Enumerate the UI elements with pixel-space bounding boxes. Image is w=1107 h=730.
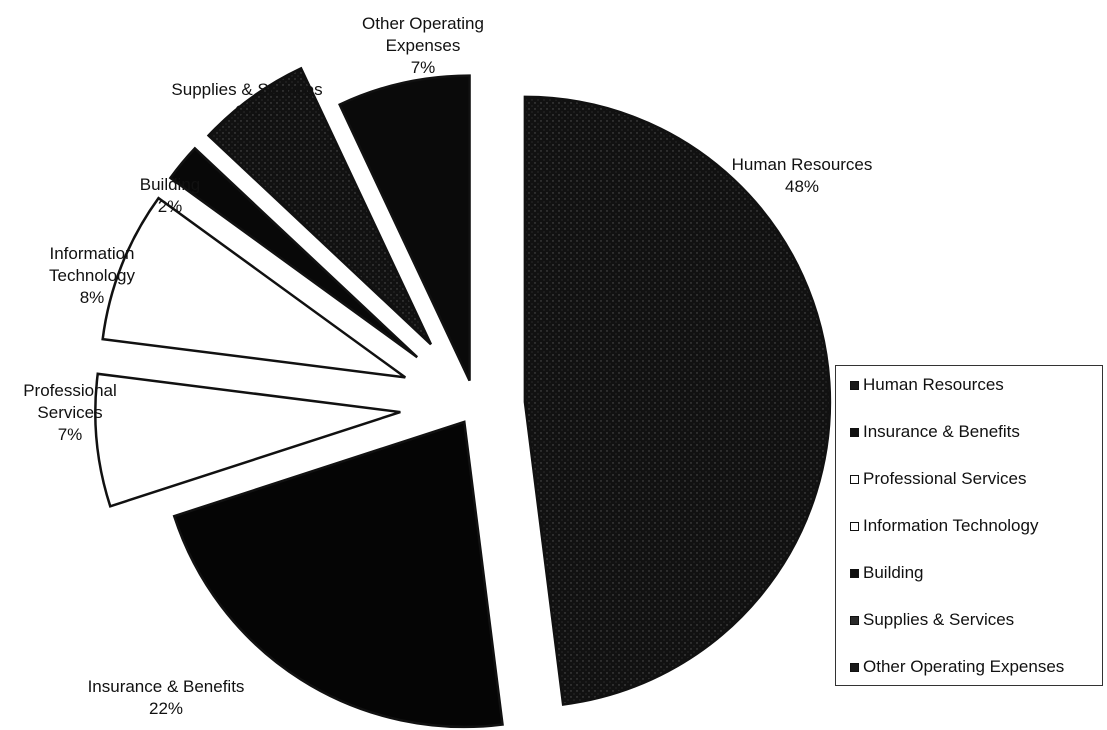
legend-label: Other Operating Expenses (863, 657, 1065, 676)
slice-name-label: Information (49, 244, 134, 263)
legend-item-other-operating-expenses: Other Operating Expenses (850, 657, 1064, 677)
legend-label: Supplies & Services (863, 610, 1015, 629)
legend-item-supplies-services: Supplies & Services (850, 610, 1014, 630)
legend-swatch (850, 380, 859, 390)
legend-swatch (850, 521, 859, 531)
slice-labels: Human Resources 48% Insurance & Benefits 22… (23, 14, 872, 718)
slice-percent-label: 7% (411, 58, 436, 77)
pie-slice-human-resources (523, 95, 832, 706)
pie-slice-supplies-services (206, 66, 433, 346)
slice-label: Insurance & Benefits 22% (88, 677, 245, 718)
slice-name-label: Supplies & Services (171, 80, 322, 99)
slice-label: Human Resources 48% (732, 155, 873, 196)
legend-item-building: Building (850, 563, 924, 583)
legend-label: Insurance & Benefits (863, 422, 1020, 441)
slice-percent-label: 7% (58, 425, 83, 444)
slice-percent-label: 48% (785, 177, 819, 196)
slice-name-label: Services (37, 403, 102, 422)
slice-name-label: Human Resources (732, 155, 873, 174)
slice-name-label: Expenses (386, 36, 461, 55)
pie-slice-building (168, 146, 419, 359)
chart-legend: Human Resources Insurance & Benefits Pro… (835, 365, 1103, 686)
slice-label: Building 2% (140, 175, 201, 216)
pie-slice-insurance-benefits (172, 420, 504, 729)
slice-name-label: Technology (49, 266, 136, 285)
legend-swatch (850, 427, 859, 437)
slice-label: Other Operating Expenses 7% (362, 14, 484, 77)
legend-item-information-technology: Information Technology (850, 516, 1038, 536)
legend-label: Building (863, 563, 924, 582)
slice-percent-label: 8% (80, 288, 105, 307)
pie-slices (94, 66, 832, 729)
legend-label: Human Resources (863, 375, 1004, 394)
pie-slice-other-operating-expenses (338, 74, 471, 382)
pie-slice-information-technology (101, 196, 407, 379)
legend-swatch (850, 474, 859, 484)
slice-label: Information Technology 8% (49, 244, 136, 307)
legend-swatch (850, 568, 859, 578)
slice-name-label: Other Operating (362, 14, 484, 33)
slice-name-label: Insurance & Benefits (88, 677, 245, 696)
slice-label: Supplies & Services 6% (171, 80, 322, 121)
slice-name-label: Professional (23, 381, 117, 400)
legend-swatch (850, 662, 859, 672)
slice-percent-label: 22% (149, 699, 183, 718)
slice-label: Professional Services 7% (23, 381, 117, 444)
slice-percent-label: 2% (158, 197, 183, 216)
legend-item-professional-services: Professional Services (850, 469, 1026, 489)
legend-label: Professional Services (863, 469, 1027, 488)
legend-item-insurance-benefits: Insurance & Benefits (850, 422, 1020, 442)
legend-swatch (850, 615, 859, 625)
legend-item-human-resources: Human Resources (850, 375, 1004, 395)
slice-name-label: Building (140, 175, 201, 194)
pie-slice-professional-services (94, 372, 401, 508)
legend-label: Information Technology (863, 516, 1039, 535)
slice-percent-label: 6% (235, 102, 260, 121)
